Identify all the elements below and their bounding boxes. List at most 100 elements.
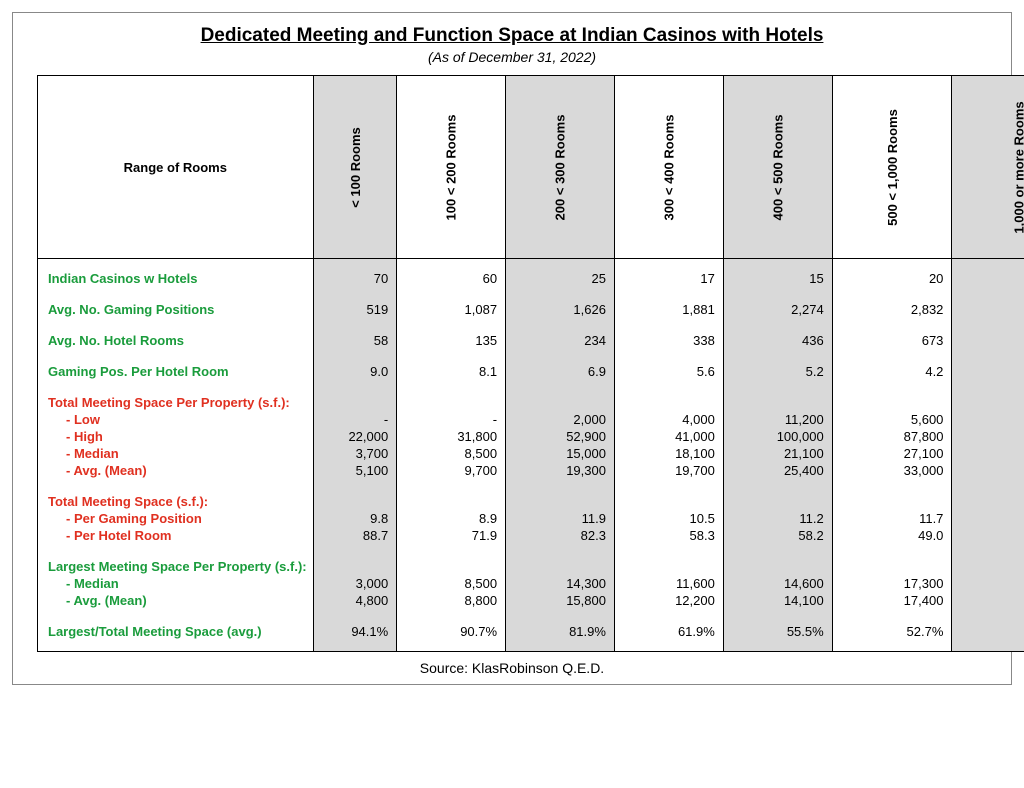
value-cell: 19,300 <box>506 462 615 479</box>
value-cell: 11.7 <box>832 510 952 527</box>
value-cell: 1,087 <box>397 301 506 318</box>
table-row: - Low--2,0004,00011,2005,60034,700NA <box>38 411 1024 428</box>
table-row: Avg. No. Hotel Rooms581352343384366731,5… <box>38 332 1024 349</box>
value-cell: 4,000 <box>614 411 723 428</box>
spacer-cell <box>832 349 952 363</box>
value-cell: 4.2 <box>832 363 952 380</box>
row-label: - Low <box>38 411 314 428</box>
spacer-cell <box>614 287 723 301</box>
spacer-cell <box>397 544 506 558</box>
value-cell: 673 <box>832 332 952 349</box>
spacer-row <box>38 349 1024 363</box>
value-cell <box>506 493 615 510</box>
table-row: Avg. No. Gaming Positions5191,0871,6261,… <box>38 301 1024 318</box>
value-cell: 17,400 <box>832 592 952 609</box>
value-cell: 21,100 <box>723 445 832 462</box>
value-cell: 5.6 <box>614 363 723 380</box>
value-cell <box>397 394 506 411</box>
table-row: - Per Hotel Room88.771.982.358.358.249.0… <box>38 527 1024 544</box>
value-cell: 14,100 <box>723 592 832 609</box>
row-label: - Per Hotel Room <box>38 527 314 544</box>
value-cell: 58.3 <box>614 527 723 544</box>
spacer-cell <box>506 287 615 301</box>
table-row: Total Meeting Space Per Property (s.f.): <box>38 394 1024 411</box>
spacer-cell <box>723 479 832 493</box>
value-cell: 338 <box>614 332 723 349</box>
spacer-cell <box>313 544 397 558</box>
value-cell <box>952 558 1024 575</box>
value-cell: 1,626 <box>506 301 615 318</box>
spacer-cell <box>313 287 397 301</box>
spacer-cell <box>832 318 952 332</box>
col-header: 1,000 or more Rooms <box>952 76 1024 259</box>
spacer-cell <box>614 380 723 394</box>
report-title: Dedicated Meeting and Function Space at … <box>37 25 987 47</box>
value-cell: 58.2 <box>723 527 832 544</box>
value-cell: - <box>397 411 506 428</box>
value-cell: 15.9 <box>952 510 1024 527</box>
table-row: - High22,00031,80052,90041,000100,00087,… <box>38 428 1024 445</box>
spacer-cell <box>952 287 1024 301</box>
spacer-cell <box>313 380 397 394</box>
row-label: Gaming Pos. Per Hotel Room <box>38 363 314 380</box>
spacer-cell <box>506 380 615 394</box>
spacer-row <box>38 609 1024 623</box>
col-header-label: 100 < 200 Rooms <box>444 114 459 220</box>
value-cell: 15,000 <box>506 445 615 462</box>
value-cell: 10 <box>952 259 1024 288</box>
spacer-cell <box>952 318 1024 332</box>
spacer-cell <box>832 380 952 394</box>
row-label: - Median <box>38 445 314 462</box>
spacer-cell <box>313 479 397 493</box>
value-cell <box>952 493 1024 510</box>
value-cell: 135 <box>397 332 506 349</box>
value-cell: 79,500 <box>952 445 1024 462</box>
value-cell: 18,100 <box>614 445 723 462</box>
value-cell <box>313 493 397 510</box>
spacer-cell <box>723 287 832 301</box>
col-header-label: 1,000 or more Rooms <box>1012 101 1024 233</box>
row-label: Indian Casinos w Hotels <box>38 259 314 288</box>
table-row: - Per Gaming Position9.88.911.910.511.21… <box>38 510 1024 527</box>
row-label: Total Meeting Space (s.f.): <box>38 493 314 510</box>
value-cell: 1,513 <box>952 332 1024 349</box>
col-header: 200 < 300 Rooms <box>506 76 615 259</box>
page-frame: Dedicated Meeting and Function Space at … <box>12 12 1012 685</box>
value-cell: 90.7% <box>397 623 506 652</box>
spacer-cell <box>313 318 397 332</box>
value-cell: 38,300 <box>952 575 1024 592</box>
value-cell: 11,600 <box>614 575 723 592</box>
value-cell: 4,800 <box>313 592 397 609</box>
value-cell: 2,832 <box>832 301 952 318</box>
spacer-cell <box>397 287 506 301</box>
value-cell <box>614 493 723 510</box>
value-cell <box>397 493 506 510</box>
row-label: Total Meeting Space Per Property (s.f.): <box>38 394 314 411</box>
table-row: - Avg. (Mean)5,1009,70019,30019,70025,40… <box>38 462 1024 479</box>
value-cell: 5.2 <box>723 363 832 380</box>
value-cell: 8.1 <box>397 363 506 380</box>
spacer-cell <box>723 609 832 623</box>
value-cell: 33,000 <box>832 462 952 479</box>
spacer-cell <box>832 287 952 301</box>
row-label: Largest/Total Meeting Space (avg.) <box>38 623 314 652</box>
value-cell <box>952 394 1024 411</box>
value-cell: 9,700 <box>397 462 506 479</box>
spacer-cell <box>397 609 506 623</box>
value-cell <box>723 394 832 411</box>
spacer-cell <box>614 479 723 493</box>
table-row: Gaming Pos. Per Hotel Room9.08.16.95.65.… <box>38 363 1024 380</box>
spacer-cell <box>313 349 397 363</box>
value-cell: 19,700 <box>614 462 723 479</box>
value-cell: 8.9 <box>397 510 506 527</box>
value-cell: 61.9% <box>614 623 723 652</box>
value-cell: 100,000 <box>723 428 832 445</box>
value-cell: 81.9% <box>506 623 615 652</box>
table-body: Indian Casinos w Hotels70602517152010218… <box>38 259 1024 652</box>
value-cell: 42,800 <box>952 592 1024 609</box>
row-label: Largest Meeting Space Per Property (s.f.… <box>38 558 314 575</box>
spacer-cell <box>38 287 314 301</box>
spacer-cell <box>614 609 723 623</box>
row-label: - Avg. (Mean) <box>38 462 314 479</box>
spacer-cell <box>952 609 1024 623</box>
